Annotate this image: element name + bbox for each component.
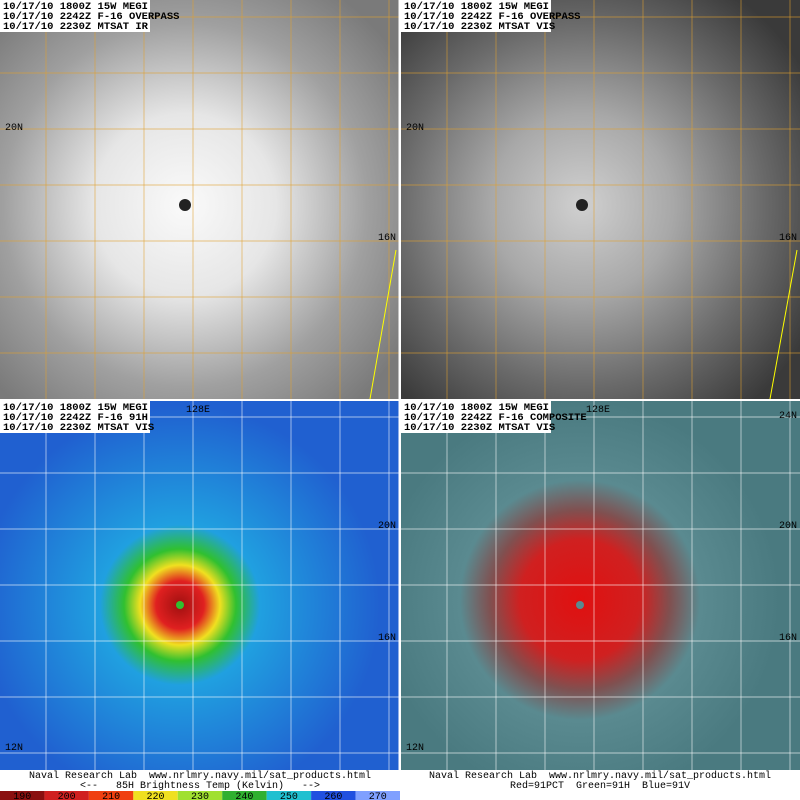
vis-image: [401, 0, 800, 399]
header-line: 10/17/10 1800Z 15W MEGI: [404, 1, 549, 13]
grid-label: 20N: [378, 521, 396, 532]
scale-label: 250: [280, 792, 298, 800]
grid-label: 12N: [5, 743, 23, 754]
composite-image: [401, 401, 800, 770]
scale-swatch: [222, 791, 267, 800]
eye: [179, 199, 191, 211]
scale-swatch: [133, 791, 178, 800]
header-line: 10/17/10 2242Z F-16 91H: [3, 412, 148, 424]
header-line: 10/17/10 1800Z 15W MEGI: [3, 1, 148, 13]
grid-label: 16N: [779, 233, 797, 244]
91h-image: [0, 401, 399, 770]
scale-label: 260: [324, 792, 342, 800]
header-line: 10/17/10 2242Z F-16 COMPOSITE: [404, 412, 587, 424]
scale-label: 190: [13, 792, 31, 800]
grid-label: 20N: [779, 521, 797, 532]
swath-edge: [769, 249, 798, 400]
swath-edge: [369, 249, 397, 400]
scale-swatch: [355, 791, 400, 800]
header-line: 10/17/10 2230Z MTSAT VIS: [404, 422, 555, 434]
grid-label: 24N: [779, 411, 797, 422]
header-line: 10/17/10 2242Z F-16 OVERPASS: [3, 11, 179, 23]
grid-label: 20N: [406, 123, 424, 134]
scale-label: 210: [102, 792, 120, 800]
scale-label: 200: [58, 792, 76, 800]
eye: [576, 199, 588, 211]
header-line: 10/17/10 2230Z MTSAT VIS: [3, 422, 154, 434]
scale-label: 220: [147, 792, 165, 800]
caption: Red=91PCT Green=91H Blue=91V: [510, 780, 690, 792]
header-box: [0, 0, 150, 32]
scale-swatch: [44, 791, 89, 800]
eye: [576, 601, 584, 609]
header-line: 10/17/10 2230Z MTSAT VIS: [404, 21, 555, 33]
scale-swatch: [0, 791, 45, 800]
scale-swatch: [311, 791, 356, 800]
scale-swatch: [88, 791, 134, 800]
grid-label: 12N: [406, 743, 424, 754]
scale-swatch: [266, 791, 312, 800]
ir-image: [0, 0, 399, 399]
credit: Naval Research Lab www.nrlmry.navy.mil/s…: [429, 770, 771, 782]
header-box: [401, 401, 551, 433]
scale-label: 240: [235, 792, 253, 800]
scale-swatch: [177, 791, 223, 800]
header-line: 10/17/10 2242Z F-16 OVERPASS: [404, 11, 580, 23]
grid-label: 16N: [779, 633, 797, 644]
grid-label: 128E: [586, 405, 610, 416]
grid-label: 16N: [378, 633, 396, 644]
caption: <-- 85H Brightness Temp (Kelvin) -->: [80, 780, 320, 792]
scale-label: 230: [191, 792, 209, 800]
header-line: 10/17/10 1800Z 15W MEGI: [404, 402, 549, 414]
header-line: 10/17/10 2230Z MTSAT IR: [3, 21, 149, 33]
grid-label: 20N: [5, 123, 23, 134]
eye: [176, 601, 184, 609]
grid-label: 16N: [378, 233, 396, 244]
header-box: [401, 0, 551, 32]
credit: Naval Research Lab www.nrlmry.navy.mil/s…: [29, 770, 371, 782]
grid-label: 128E: [186, 405, 210, 416]
scale-label: 270: [369, 792, 387, 800]
header-box: [0, 401, 150, 433]
header-line: 10/17/10 1800Z 15W MEGI: [3, 402, 148, 414]
